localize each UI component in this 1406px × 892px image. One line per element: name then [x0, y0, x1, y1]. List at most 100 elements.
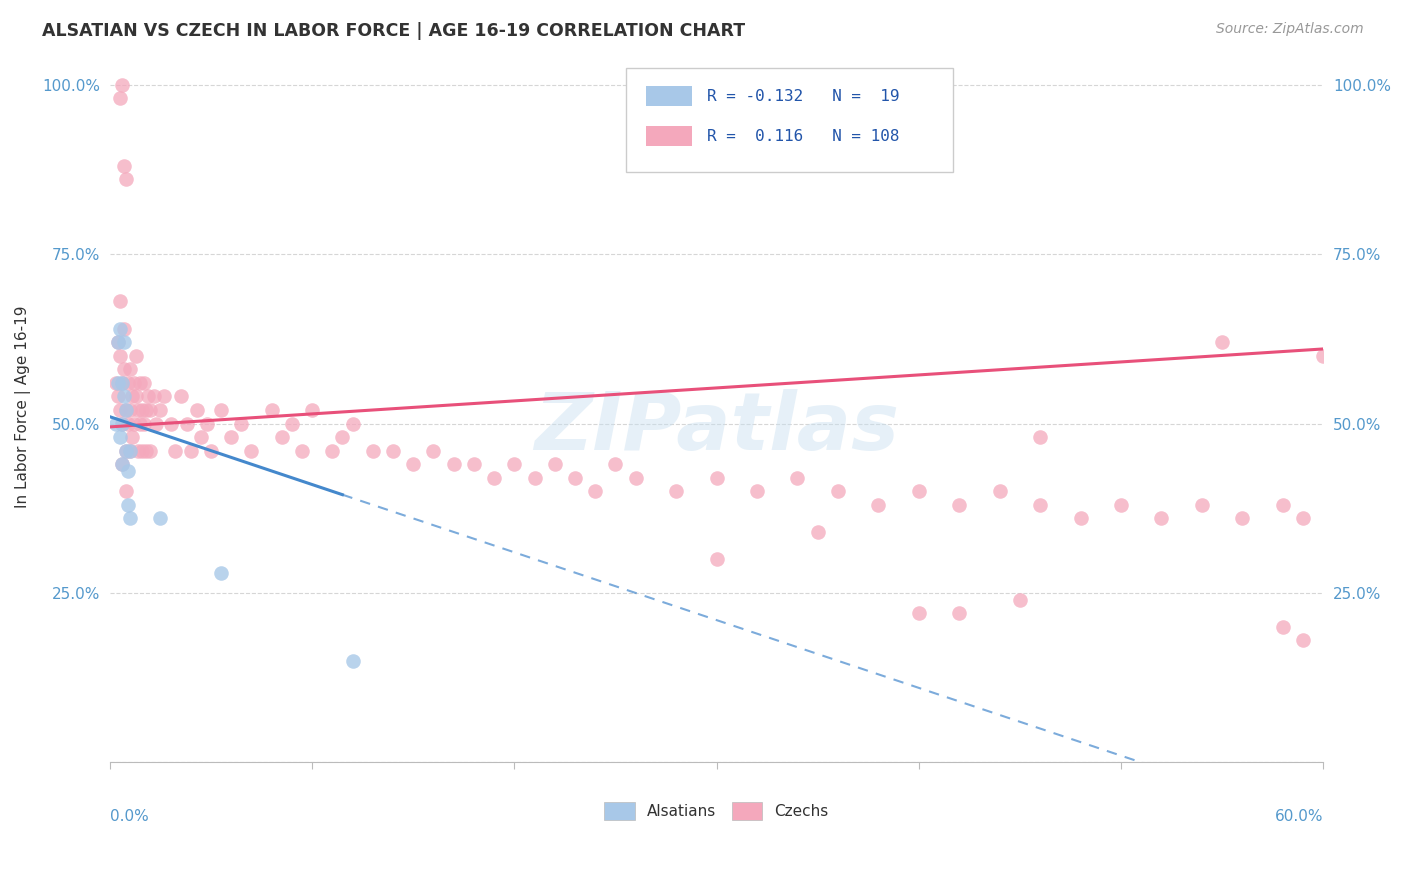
- Point: [1029, 430, 1052, 444]
- Point: [706, 471, 728, 485]
- Point: [281, 417, 304, 431]
- Bar: [647, 87, 692, 106]
- Point: [115, 172, 138, 186]
- Point: [907, 484, 929, 499]
- Point: [240, 443, 263, 458]
- Point: [422, 443, 444, 458]
- Point: [117, 464, 139, 478]
- Point: [111, 457, 134, 471]
- Point: [108, 403, 131, 417]
- Point: [988, 484, 1011, 499]
- Point: [107, 335, 129, 350]
- Text: ALSATIAN VS CZECH IN LABOR FORCE | AGE 16-19 CORRELATION CHART: ALSATIAN VS CZECH IN LABOR FORCE | AGE 1…: [42, 22, 745, 40]
- Point: [321, 443, 343, 458]
- Point: [665, 484, 688, 499]
- Point: [153, 389, 176, 403]
- Point: [159, 417, 181, 431]
- FancyBboxPatch shape: [626, 69, 953, 171]
- Point: [1029, 498, 1052, 512]
- Point: [180, 443, 202, 458]
- Text: R =  0.116   N = 108: R = 0.116 N = 108: [707, 128, 900, 144]
- Y-axis label: In Labor Force | Age 16-19: In Labor Force | Age 16-19: [15, 305, 31, 508]
- Text: ZIPatlas: ZIPatlas: [534, 389, 898, 467]
- Bar: [647, 126, 692, 146]
- Point: [115, 443, 138, 458]
- Text: 60.0%: 60.0%: [1275, 809, 1323, 823]
- Point: [121, 430, 143, 444]
- Point: [136, 389, 159, 403]
- Point: [111, 78, 134, 92]
- Point: [564, 471, 586, 485]
- Point: [122, 376, 145, 390]
- Point: [135, 403, 157, 417]
- Point: [134, 376, 156, 390]
- Point: [134, 417, 156, 431]
- Point: [342, 654, 364, 668]
- Point: [111, 376, 134, 390]
- Point: [827, 484, 849, 499]
- Point: [145, 417, 167, 431]
- Point: [186, 403, 208, 417]
- Point: [1191, 498, 1213, 512]
- Point: [231, 417, 253, 431]
- Point: [108, 91, 131, 105]
- Point: [209, 566, 232, 580]
- Text: 0.0%: 0.0%: [110, 809, 149, 823]
- Point: [127, 443, 149, 458]
- Point: [190, 430, 212, 444]
- Point: [120, 511, 142, 525]
- Point: [120, 443, 142, 458]
- Point: [807, 524, 830, 539]
- Point: [200, 443, 222, 458]
- Point: [745, 484, 768, 499]
- Point: [907, 607, 929, 621]
- Point: [270, 430, 292, 444]
- Point: [131, 403, 153, 417]
- Point: [706, 552, 728, 566]
- Point: [108, 430, 131, 444]
- Point: [1292, 633, 1315, 648]
- Point: [115, 484, 138, 499]
- Point: [1150, 511, 1173, 525]
- Text: R = -0.132   N =  19: R = -0.132 N = 19: [707, 88, 900, 103]
- Point: [503, 457, 526, 471]
- Legend: Alsatians, Czechs: Alsatians, Czechs: [599, 796, 835, 826]
- Point: [139, 403, 162, 417]
- Point: [129, 376, 152, 390]
- Point: [108, 321, 131, 335]
- Point: [463, 457, 485, 471]
- Point: [176, 417, 198, 431]
- Point: [122, 417, 145, 431]
- Point: [129, 417, 152, 431]
- Point: [1312, 349, 1334, 363]
- Point: [115, 403, 138, 417]
- Point: [125, 389, 148, 403]
- Point: [1292, 511, 1315, 525]
- Point: [948, 498, 970, 512]
- Text: Source: ZipAtlas.com: Source: ZipAtlas.com: [1216, 22, 1364, 37]
- Point: [624, 471, 647, 485]
- Point: [121, 389, 143, 403]
- Point: [219, 430, 242, 444]
- Point: [1008, 592, 1031, 607]
- Point: [107, 389, 129, 403]
- Point: [108, 349, 131, 363]
- Point: [120, 443, 142, 458]
- Point: [112, 335, 135, 350]
- Point: [260, 403, 283, 417]
- Point: [131, 443, 153, 458]
- Point: [1271, 498, 1294, 512]
- Point: [107, 335, 129, 350]
- Point: [195, 417, 218, 431]
- Point: [112, 389, 135, 403]
- Point: [361, 443, 384, 458]
- Point: [111, 417, 134, 431]
- Point: [342, 417, 364, 431]
- Point: [149, 403, 172, 417]
- Point: [291, 443, 314, 458]
- Point: [209, 403, 232, 417]
- Point: [139, 443, 162, 458]
- Point: [120, 362, 142, 376]
- Point: [583, 484, 606, 499]
- Point: [111, 457, 134, 471]
